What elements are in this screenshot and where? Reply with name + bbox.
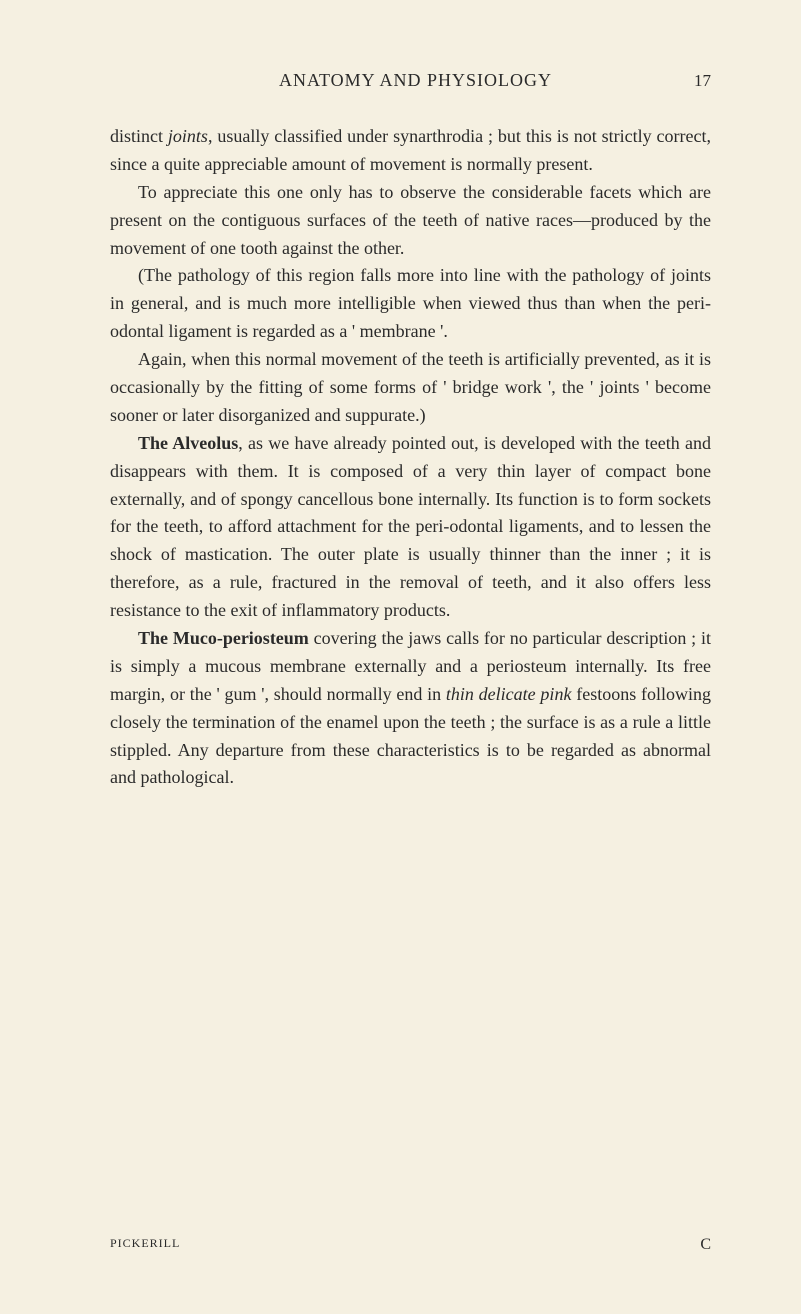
body-text: distinct joints, usually classified unde… (110, 123, 711, 792)
page-header: ANATOMY AND PHYSIOLOGY 17 (110, 70, 711, 91)
paragraph-5: The Alveolus, as we have already pointed… (110, 430, 711, 625)
footer-signature: C (700, 1236, 711, 1254)
p1-text-a: distinct (110, 126, 168, 146)
p5-rest: , as we have already pointed out, is dev… (110, 433, 711, 620)
p6-italic: thin delicate pink (446, 684, 572, 704)
p5-bold: The Alveolus (138, 433, 238, 453)
p6-bold: The Muco-periosteum (138, 628, 309, 648)
page-footer: PICKERILL C (110, 1236, 711, 1254)
paragraph-6: The Muco-periosteum covering the jaws ca… (110, 625, 711, 792)
page-number: 17 (681, 71, 711, 91)
paragraph-3: (The pathology of this region falls more… (110, 262, 711, 346)
running-head: ANATOMY AND PHYSIOLOGY (150, 70, 681, 91)
paragraph-1: distinct joints, usually classified unde… (110, 123, 711, 179)
paragraph-4: Again, when this normal movement of the … (110, 346, 711, 430)
footer-author: PICKERILL (110, 1236, 180, 1254)
p1-italic: joints (168, 126, 208, 146)
paragraph-2: To appreciate this one only has to obser… (110, 179, 711, 263)
